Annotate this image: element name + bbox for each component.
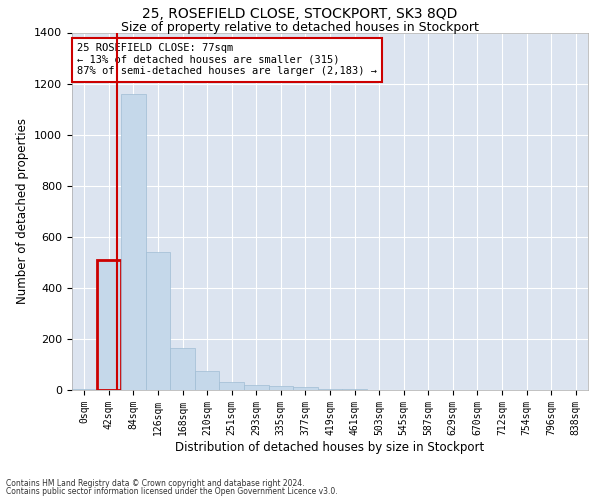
- Bar: [244, 385, 269, 390]
- Bar: [121, 94, 146, 390]
- Text: Contains public sector information licensed under the Open Government Licence v3: Contains public sector information licen…: [6, 487, 338, 496]
- Bar: [97, 260, 121, 390]
- Bar: [269, 386, 293, 390]
- Text: 25, ROSEFIELD CLOSE, STOCKPORT, SK3 8QD: 25, ROSEFIELD CLOSE, STOCKPORT, SK3 8QD: [142, 8, 458, 22]
- Bar: [146, 252, 170, 390]
- X-axis label: Distribution of detached houses by size in Stockport: Distribution of detached houses by size …: [175, 440, 485, 454]
- Bar: [342, 388, 367, 390]
- Bar: [195, 371, 220, 390]
- Text: 25 ROSEFIELD CLOSE: 77sqm
← 13% of detached houses are smaller (315)
87% of semi: 25 ROSEFIELD CLOSE: 77sqm ← 13% of detac…: [77, 43, 377, 76]
- Y-axis label: Number of detached properties: Number of detached properties: [16, 118, 29, 304]
- Text: Size of property relative to detached houses in Stockport: Size of property relative to detached ho…: [121, 21, 479, 34]
- Bar: [220, 382, 244, 390]
- Bar: [318, 388, 342, 390]
- Text: Contains HM Land Registry data © Crown copyright and database right 2024.: Contains HM Land Registry data © Crown c…: [6, 478, 305, 488]
- Bar: [293, 388, 318, 390]
- Bar: [72, 388, 97, 390]
- Bar: [170, 348, 195, 390]
